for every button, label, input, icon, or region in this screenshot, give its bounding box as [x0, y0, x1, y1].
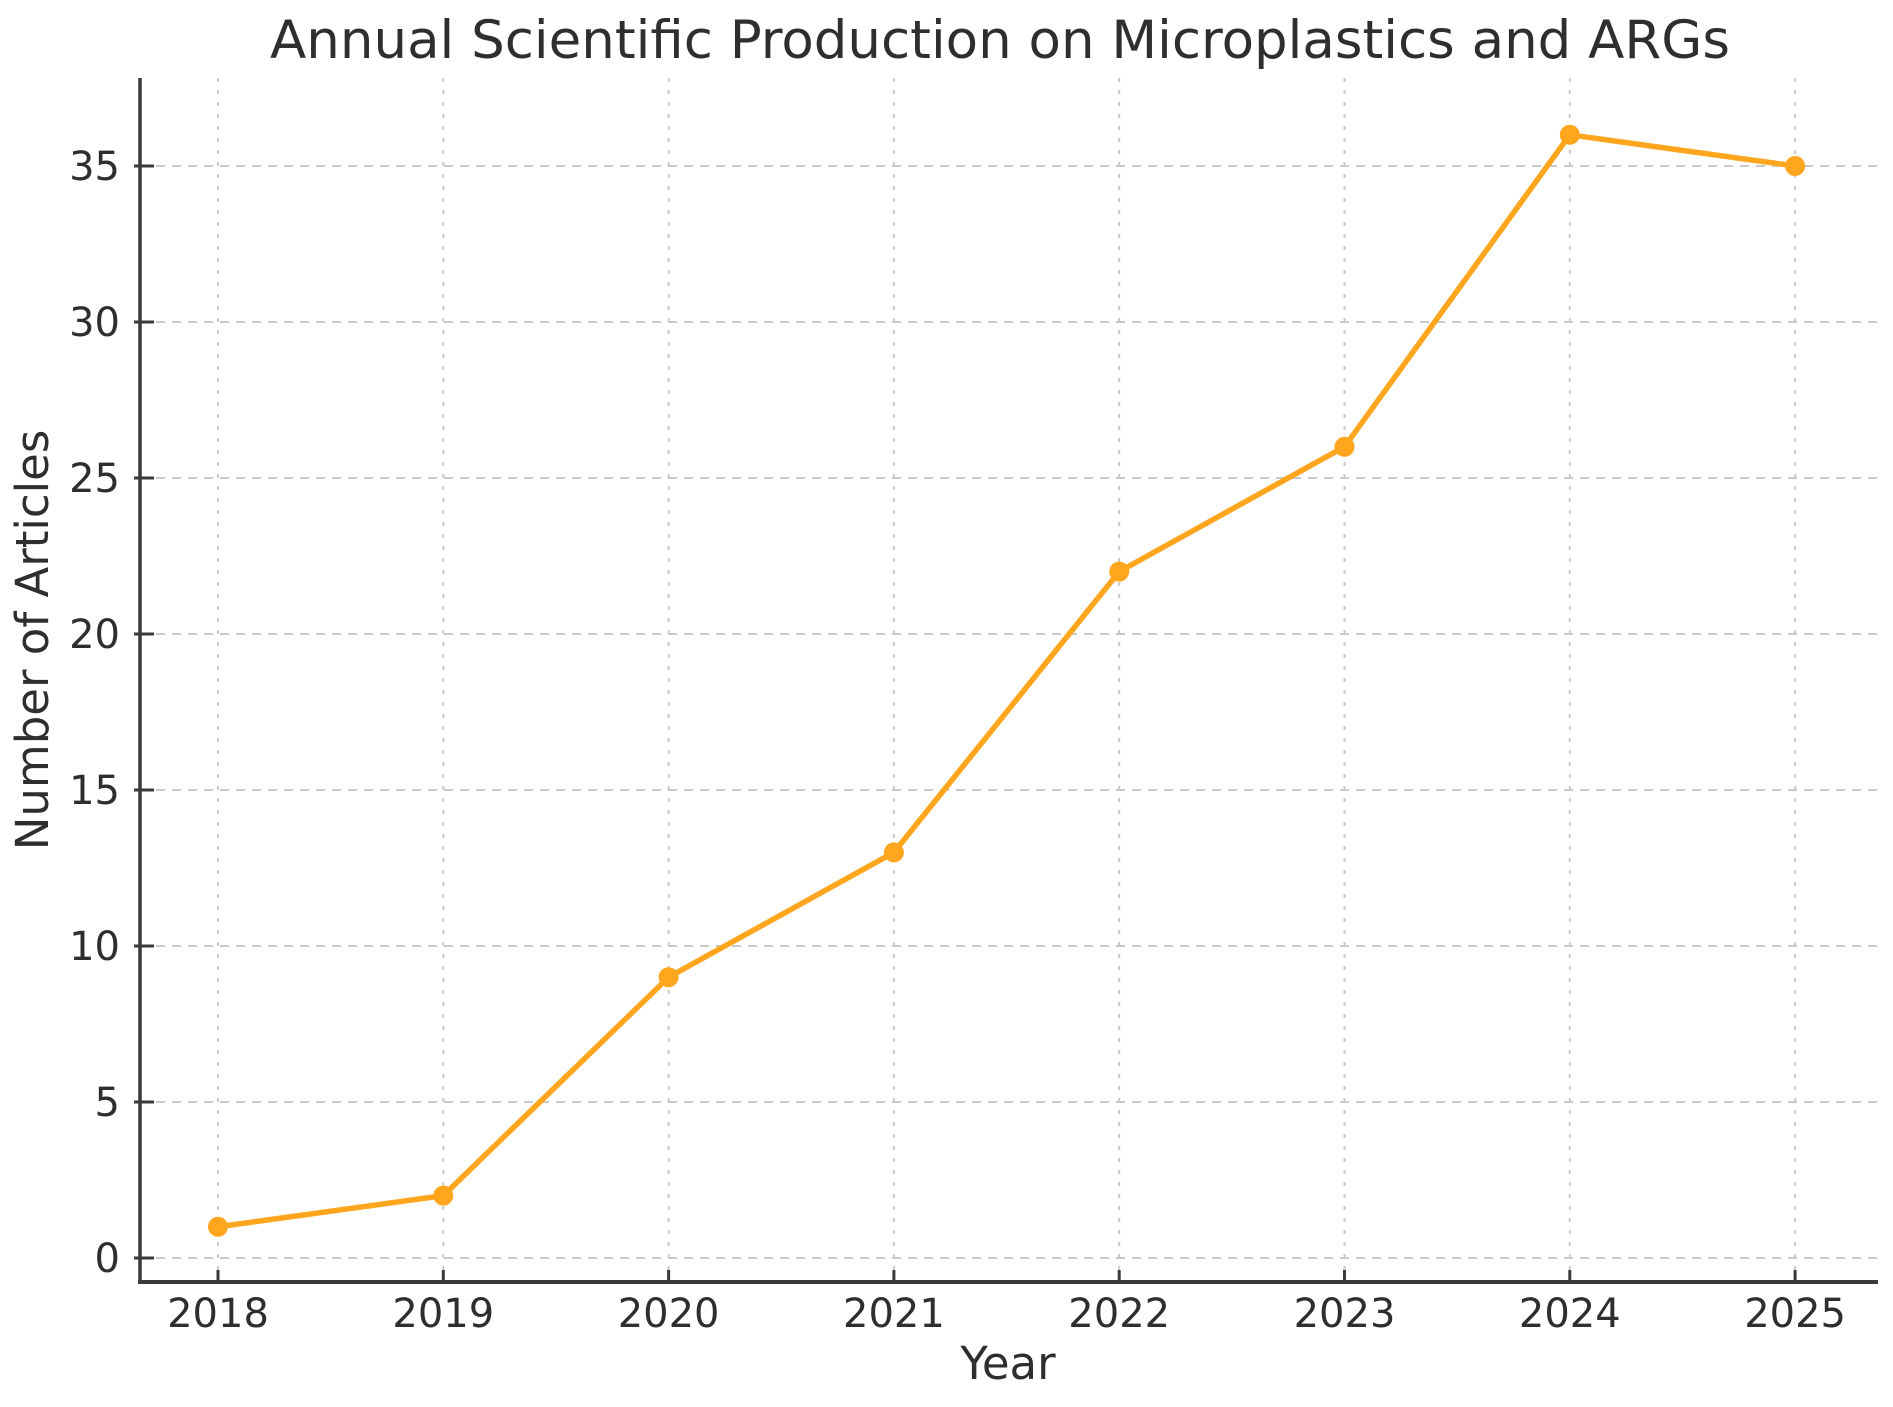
- data-point-2023: [1334, 436, 1355, 457]
- x-tick-label: 2025: [1744, 1291, 1846, 1337]
- chart-title: Annual Scientific Production on Micropla…: [270, 10, 1730, 71]
- x-tick-label: 2018: [167, 1291, 269, 1337]
- y-tick-label: 5: [95, 1080, 120, 1126]
- data-point-2018: [208, 1216, 228, 1237]
- axes: [138, 78, 1878, 1284]
- gridlines: [140, 78, 1878, 1282]
- tick-marks: [134, 164, 1797, 1282]
- y-tick-label: 15: [69, 768, 120, 814]
- y-axis-label: Number of Articles: [6, 430, 59, 851]
- data-point-2020: [658, 967, 679, 988]
- x-tick-labels: 2018 2019 2020 2021 2022 2023 2024 2025: [167, 1291, 1846, 1337]
- data-point-2022: [1109, 561, 1130, 582]
- y-tick-labels: 0 5 10 15 20 25 30 35: [69, 144, 120, 1282]
- x-tick-label: 2024: [1519, 1291, 1621, 1337]
- data-points: [208, 124, 1806, 1237]
- x-axis-label: Year: [959, 1337, 1056, 1390]
- y-tick-label: 10: [69, 924, 120, 970]
- y-tick-label: 35: [69, 144, 120, 190]
- x-tick-label: 2022: [1068, 1291, 1170, 1337]
- x-tick-label: 2020: [618, 1291, 720, 1337]
- y-tick-label: 30: [69, 300, 120, 346]
- data-point-2025: [1785, 156, 1806, 176]
- data-point-2021: [883, 842, 904, 863]
- y-tick-label: 0: [95, 1236, 120, 1282]
- data-point-2019: [433, 1185, 454, 1206]
- x-tick-label: 2023: [1294, 1291, 1396, 1337]
- x-tick-label: 2021: [843, 1291, 945, 1337]
- y-tick-label: 20: [69, 612, 120, 658]
- data-line: [215, 132, 1798, 1230]
- y-tick-label: 25: [69, 456, 120, 502]
- x-tick-label: 2019: [392, 1291, 494, 1337]
- data-point-2024: [1559, 124, 1580, 145]
